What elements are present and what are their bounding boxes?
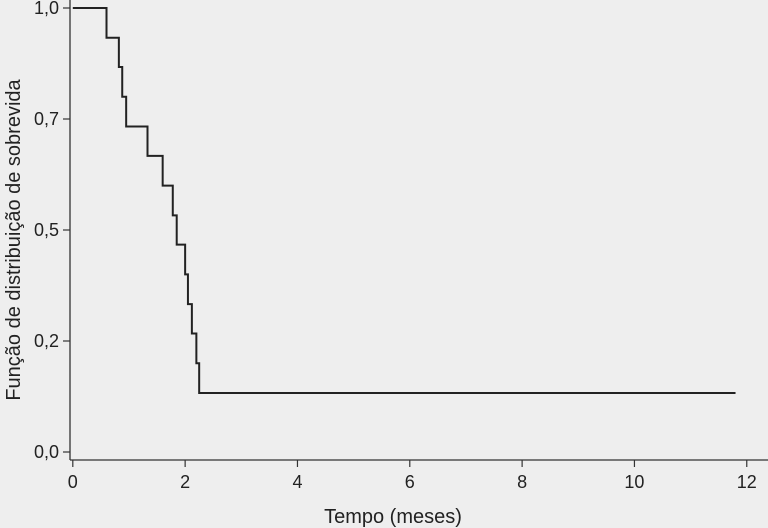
x-tick-label-0: 0 bbox=[68, 472, 78, 492]
plot-area bbox=[70, 0, 768, 460]
x-tick-label-2: 2 bbox=[180, 472, 190, 492]
y-tick-label-2: 0,5 bbox=[34, 220, 59, 240]
x-tick-label-12: 12 bbox=[737, 472, 757, 492]
y-tick-label-3: 0,7 bbox=[34, 109, 59, 129]
x-tick-label-8: 8 bbox=[517, 472, 527, 492]
y-tick-label-4: 1,0 bbox=[34, 0, 59, 18]
y-axis-title: Função de distribuição de sobrevida bbox=[3, 78, 25, 400]
survival-step-line-0 bbox=[72, 7, 736, 394]
x-tick-label-4: 4 bbox=[292, 472, 302, 492]
y-tick-label-0: 0,0 bbox=[34, 442, 59, 462]
x-tick-label-10: 10 bbox=[624, 472, 644, 492]
x-axis-title: Tempo (meses) bbox=[324, 506, 462, 528]
x-tick-label-6: 6 bbox=[405, 472, 415, 492]
y-tick-label-1: 0,2 bbox=[34, 331, 59, 351]
